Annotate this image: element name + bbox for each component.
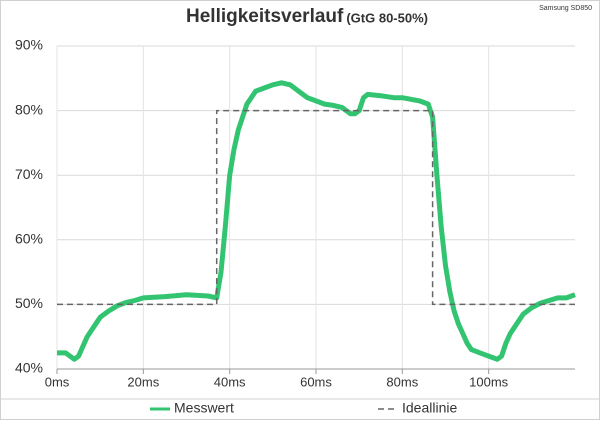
series-line xyxy=(57,109,575,306)
series-line xyxy=(57,80,576,362)
x-tick-label: 80ms xyxy=(386,374,418,389)
x-tick-label: 0ms xyxy=(45,374,70,389)
y-tick-label: 70% xyxy=(15,166,43,182)
x-tick-label: 20ms xyxy=(127,374,159,389)
x-tick-label: 60ms xyxy=(300,374,332,389)
legend-label: Messwert xyxy=(174,400,234,416)
chart-title: Helligkeitsverlauf xyxy=(186,6,344,27)
y-tick-label: 50% xyxy=(15,295,43,311)
x-tick-label: 100ms xyxy=(469,374,509,389)
y-tick-label: 60% xyxy=(15,231,43,247)
source-label: Samsung SD850 xyxy=(539,5,592,12)
y-tick-label: 80% xyxy=(15,101,43,117)
y-tick-label: 90% xyxy=(15,37,43,53)
legend-label: Ideallinie xyxy=(402,400,457,416)
x-tick-label: 40ms xyxy=(214,374,246,389)
y-tick-label: 40% xyxy=(15,360,43,376)
chart-subtitle: (GtG 80-50%) xyxy=(346,10,428,25)
